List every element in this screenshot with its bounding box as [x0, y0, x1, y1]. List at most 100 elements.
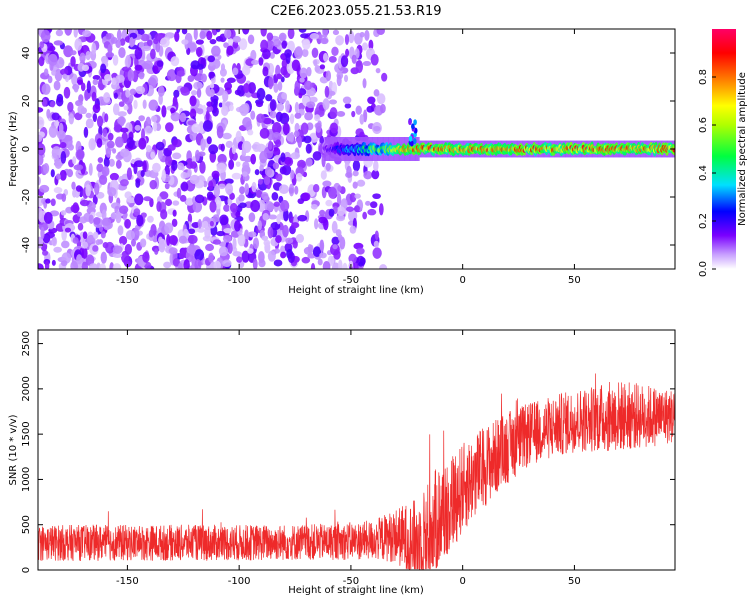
spectrogram-cell [40, 226, 45, 240]
spectrogram-cell [54, 158, 63, 169]
spectrogram-cell [189, 174, 200, 185]
spectrogram-cell [351, 54, 357, 64]
spectrogram-cell [72, 237, 79, 244]
spectrogram-cell [325, 162, 331, 172]
spectrogram-cell [294, 101, 299, 114]
colorbar-gradient [712, 29, 736, 269]
spectrogram-cell [47, 53, 58, 66]
spectrogram-cell [161, 169, 166, 182]
spectrogram-cell [142, 251, 150, 263]
spectrogram-cell [209, 83, 215, 89]
spectrogram-cell [250, 49, 257, 61]
spectrogram-cell [219, 68, 227, 77]
spectrogram-cell [281, 40, 287, 49]
spectrogram-cell [191, 123, 201, 134]
spectrogram-cell [328, 56, 337, 63]
spectrogram-cell [152, 65, 159, 75]
spectrogram-cell [306, 101, 316, 109]
spectrogram-cell [156, 201, 162, 212]
spectrogram-cell [330, 122, 339, 134]
spectrogram-panel: -150 -100 -50 0 50 -40 -20 0 20 40 Height of str… [8, 28, 676, 296]
spectrogram-cell [70, 204, 80, 213]
spectrogram-cell [45, 198, 51, 204]
spectrogram-cell [170, 56, 180, 67]
spectrogram-cell [411, 123, 415, 130]
spectrogram-cell [81, 247, 88, 259]
spectrogram-cell [176, 187, 182, 199]
y-tick-label: 2500 [21, 331, 32, 356]
spectrogram-cell [133, 208, 141, 216]
spectrogram-cell [244, 182, 250, 195]
spectrogram-cell [105, 33, 112, 40]
spectrogram-cell [242, 161, 250, 170]
spectrogram-cell [361, 42, 368, 51]
spectrogram-cell [295, 233, 305, 243]
spectrogram-cell [408, 119, 412, 126]
spectrogram-cell [91, 91, 97, 102]
spectrogram-cell [295, 172, 303, 182]
spectrogram-cell [136, 214, 144, 227]
spectrogram-cell [355, 105, 362, 115]
spectrogram-cell [108, 158, 115, 167]
spectrogram-cell [154, 248, 159, 255]
x-tick-label: -150 [116, 275, 139, 286]
spectrogram-cell [92, 113, 98, 123]
spectrogram-cell [85, 118, 94, 129]
spectrogram-cell [319, 252, 327, 259]
x-tick-label: -100 [228, 275, 251, 286]
spectrogram-cell [314, 64, 321, 73]
spectrogram-cell [227, 38, 234, 46]
spectrogram-cell [133, 99, 138, 110]
spectrogram-cell [413, 119, 417, 126]
spectrogram-cell [202, 104, 207, 116]
spectrogram-cell [67, 101, 74, 113]
spectrogram-cell [118, 101, 125, 107]
spectrogram-cell [82, 231, 88, 239]
spectrogram-cell [232, 67, 239, 76]
colorbar-label: Normalized spectral amplitude [737, 72, 748, 226]
spectrogram-cell [206, 191, 214, 200]
spectrogram-cell [300, 122, 309, 135]
spectrogram-cell [71, 181, 76, 190]
spectrogram-cell [149, 179, 158, 190]
spectrogram-cell [96, 163, 104, 173]
spectrogram-cell [126, 102, 133, 115]
spectrogram-cell [235, 130, 242, 144]
spectrogram-cell [50, 100, 56, 108]
spectrogram-cell [331, 236, 340, 245]
spectrogram-cell [314, 218, 319, 230]
spectrogram-cell [216, 230, 225, 237]
spectrogram-cell [218, 246, 229, 257]
spectrogram-cell [232, 35, 241, 43]
spectrogram-cell [309, 96, 318, 103]
spectrogram-cell [106, 140, 115, 149]
spectrogram-cell [73, 164, 84, 171]
spectrogram-cell [317, 258, 323, 266]
spectrogram-cell [51, 112, 60, 121]
spectrogram-cell [247, 248, 254, 254]
spectrogram-cell [373, 240, 380, 248]
spectrogram-cell [273, 38, 281, 48]
spectrogram-cell [229, 202, 238, 213]
spectrogram-cell [287, 40, 295, 53]
spectrogram-cell [152, 162, 161, 173]
spectrogram-cell [315, 122, 322, 133]
spectrogram-cell [345, 48, 350, 58]
spectrogram-cell [237, 233, 246, 247]
spectrogram-cell [81, 261, 89, 269]
snr-marks [38, 373, 675, 570]
spectrogram-cell [123, 105, 129, 111]
spectrogram-cell [124, 243, 133, 255]
spectrogram-cell [75, 185, 82, 192]
colorbar: 0.0 0.2 0.4 0.6 0.8 Normalized spectral ampl… [698, 29, 748, 277]
spectrogram-cell [96, 115, 104, 128]
spectrogram-cell [73, 85, 79, 93]
spectrogram-cell [160, 37, 170, 48]
spectrogram-cell [164, 222, 174, 234]
spectrogram-cell [370, 53, 379, 66]
spectrogram-cell [50, 198, 56, 207]
spectrogram-cell [340, 55, 349, 68]
spectrogram-cell [267, 226, 274, 239]
spectrogram-cell [362, 78, 367, 89]
spectrogram-cell [146, 39, 153, 47]
